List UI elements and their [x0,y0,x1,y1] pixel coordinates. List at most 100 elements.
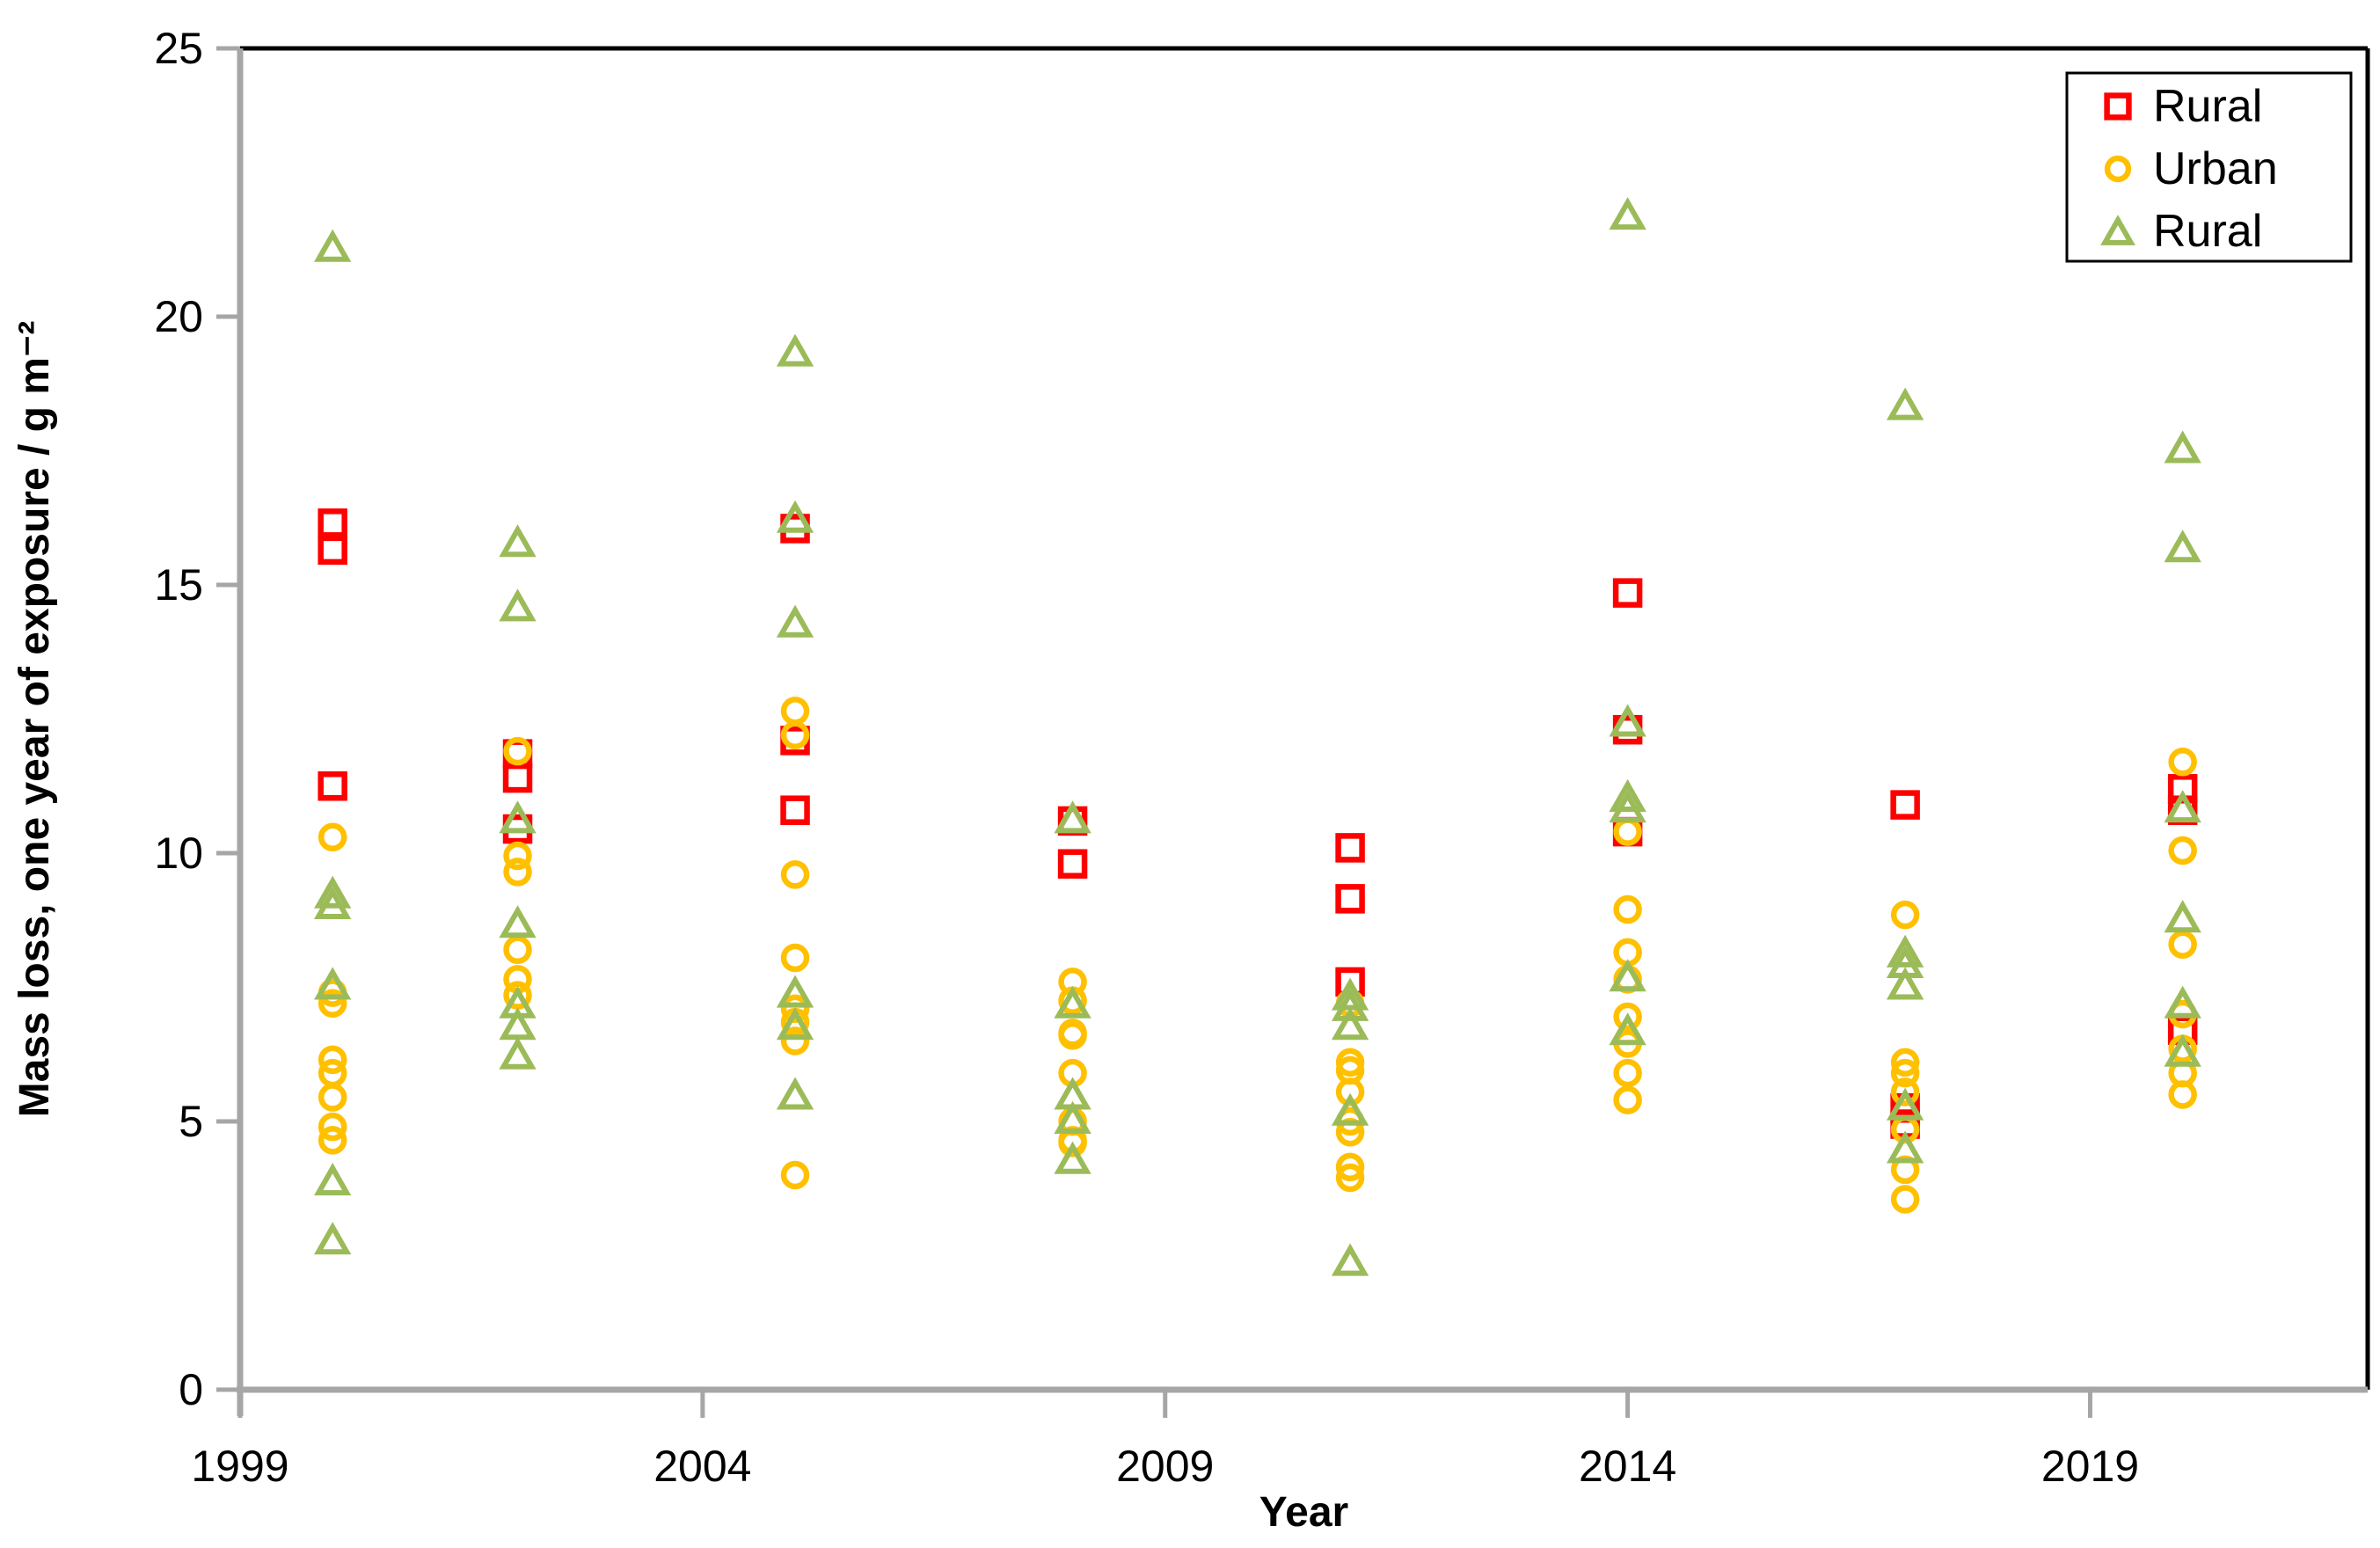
point-urban-circle [1058,1021,1087,1050]
point-urban-circle [780,943,810,973]
point-rural-triangle [499,905,537,938]
point-rural-triangle [499,524,537,558]
legend-marker-square [2104,92,2132,120]
point-rural-triangle [1331,988,1369,1021]
point-urban-circle [503,736,532,766]
x-tick-label: 1999 [191,1442,288,1491]
point-rural-square [318,508,347,538]
point-urban-circle [780,1026,810,1055]
point-rural-triangle [2164,1033,2201,1067]
point-urban-circle [318,989,347,1019]
point-rural-square [1057,849,1088,879]
point-rural-triangle [499,1036,537,1070]
point-urban-circle [1335,1163,1365,1193]
point-rural-triangle [499,800,537,834]
point-rural-triangle [2164,529,2201,563]
point-rural-triangle [2164,900,2201,933]
x-tick-label: 2019 [2041,1442,2139,1491]
point-rural-triangle [499,588,537,622]
y-tick-label: 0 [179,1365,203,1414]
point-urban-circle [503,935,532,965]
point-rural-triangle [2164,790,2201,823]
point-rural-square [318,535,347,566]
point-rural-triangle [1609,1012,1646,1046]
point-rural-square [1890,790,1920,820]
point-rural-triangle [314,886,352,919]
point-urban-circle [318,1126,347,1155]
point-rural-triangle [1609,197,1646,230]
point-urban-circle [2168,1080,2197,1109]
point-rural-triangle [1886,934,1924,968]
point-urban-circle [1613,894,1642,924]
point-rural-triangle [1886,967,1924,1000]
y-tick-label: 25 [154,24,203,73]
point-urban-circle [2168,748,2197,777]
point-rural-square [780,795,810,825]
point-rural-triangle [776,604,814,638]
point-urban-circle [1613,1085,1642,1114]
x-tick-label: 2004 [653,1442,751,1491]
point-rural-triangle [1886,1087,1924,1121]
y-tick-label: 10 [154,829,203,878]
point-urban-circle [1613,1002,1642,1032]
point-rural-triangle [1886,387,1924,420]
point-urban-circle [318,1112,347,1142]
point-rural-triangle [1331,1007,1369,1041]
point-rural-square [1612,578,1643,608]
point-urban-circle [318,822,347,851]
legend-label: Urban [2153,143,2278,194]
point-rural-square [1335,833,1365,863]
point-rural-triangle [314,1222,352,1255]
point-rural-triangle [1331,1092,1369,1126]
y-tick-label: 5 [179,1097,203,1146]
point-urban-circle [1613,817,1642,846]
point-urban-circle [780,697,810,726]
point-rural-triangle [314,967,352,1000]
point-rural-square [318,771,347,801]
point-urban-circle [1335,1152,1365,1182]
point-urban-circle [2168,836,2197,865]
point-rural-triangle [1331,1243,1369,1276]
point-urban-circle [1890,900,1920,930]
x-axis-title: Year [1259,1489,1348,1536]
point-rural-triangle [776,1007,814,1041]
x-tick-label: 2014 [1579,1442,1676,1491]
point-urban-circle [1613,1058,1642,1088]
point-urban-circle [780,994,810,1024]
point-urban-circle [318,1045,347,1075]
point-rural-triangle [1886,1130,1924,1164]
point-urban-circle [780,860,810,889]
point-rural-triangle [776,333,814,367]
point-rural-triangle [1054,1100,1091,1134]
point-rural-triangle [1054,800,1091,834]
point-rural-triangle [776,1077,814,1110]
point-urban-circle [503,858,532,887]
point-rural-triangle [314,1163,352,1196]
point-rural-triangle [776,975,814,1008]
point-rural-triangle [1609,704,1646,737]
point-urban-circle [1890,1185,1920,1214]
point-rural-triangle [2164,430,2201,464]
point-rural-triangle [1609,790,1646,823]
legend-marker-triangle [2100,215,2135,245]
point-rural-triangle [1054,1141,1091,1174]
point-rural-triangle [776,500,814,533]
point-urban-circle [2168,930,2197,959]
point-urban-circle [780,720,810,750]
y-tick-label: 15 [154,560,203,610]
point-urban-circle [318,1083,347,1112]
point-rural-triangle [1054,985,1091,1019]
point-rural-square [502,763,533,793]
y-tick-label: 20 [154,292,203,341]
point-rural-triangle [314,875,352,909]
point-urban-circle [1890,1058,1920,1088]
legend-marker-circle [2104,155,2132,183]
point-urban-circle [503,981,532,1010]
x-tick-label: 2009 [1116,1442,1214,1491]
point-rural-triangle [1609,778,1646,812]
point-urban-circle [503,841,532,871]
point-rural-square [1335,884,1365,914]
point-rural-triangle [2164,985,2201,1019]
y-axis-title: Mass loss, one year of exposure / g m⁻² [11,321,58,1118]
